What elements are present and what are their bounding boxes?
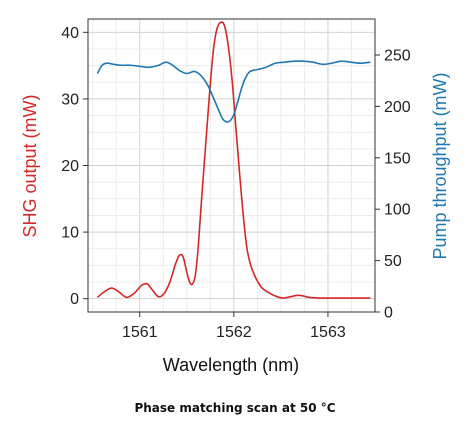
shg-output-line xyxy=(96,21,371,299)
x-tick-label: 1562 xyxy=(216,324,252,341)
y-tick-label: 0 xyxy=(70,291,79,308)
y-axis-right-label: Pump throughput (mW) xyxy=(430,72,450,259)
y2-tick-label: 100 xyxy=(384,202,411,219)
y-tick-label: 10 xyxy=(61,225,79,242)
x-tick-label: 1561 xyxy=(122,324,158,341)
y2-tick-label: 200 xyxy=(384,99,411,116)
y2-tick-label: 150 xyxy=(384,150,411,167)
x-tick-label: 1563 xyxy=(310,324,346,341)
figure-caption: Phase matching scan at 50 °C xyxy=(134,401,336,415)
y-tick-label: 30 xyxy=(61,91,79,108)
pump-throughput-line xyxy=(96,60,371,123)
y2-tick-label: 50 xyxy=(384,253,402,270)
y-axis-left-label: SHG output (mW) xyxy=(20,94,40,237)
y2-tick-label: 250 xyxy=(384,47,411,64)
y2-tick-label: 0 xyxy=(384,305,393,322)
y-axis-left: 0 10 20 30 40 xyxy=(61,25,88,308)
y-tick-label: 40 xyxy=(61,25,79,42)
x-axis: 1561 1562 1563 xyxy=(122,312,346,341)
x-axis-label: Wavelength (nm) xyxy=(163,355,299,375)
series-lines xyxy=(96,21,371,299)
y-tick-label: 20 xyxy=(61,158,79,175)
y-axis-right: 0 50 100 150 200 250 xyxy=(375,47,411,322)
